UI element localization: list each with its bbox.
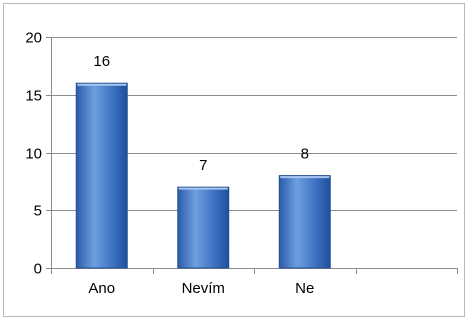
bar-ne <box>279 176 330 268</box>
x-tick-label: Nevím <box>182 280 225 297</box>
y-tick-label: 15 <box>25 88 42 105</box>
x-tick-labels: Ano Nevím Ne <box>88 280 314 297</box>
data-label: 16 <box>93 53 110 70</box>
data-label: 8 <box>301 146 309 163</box>
y-tick-labels: 0 5 10 15 20 <box>25 30 42 278</box>
bar-nevím <box>178 187 229 268</box>
y-tick-label: 5 <box>34 203 42 220</box>
x-tick-label: Ne <box>295 280 314 297</box>
bars <box>76 83 330 268</box>
y-tick-label: 10 <box>25 146 42 163</box>
bar-ano <box>76 83 127 268</box>
y-tick-label: 20 <box>25 30 42 47</box>
data-label: 7 <box>199 157 207 174</box>
x-tick-label: Ano <box>88 280 115 297</box>
y-tick-label: 0 <box>34 261 42 278</box>
